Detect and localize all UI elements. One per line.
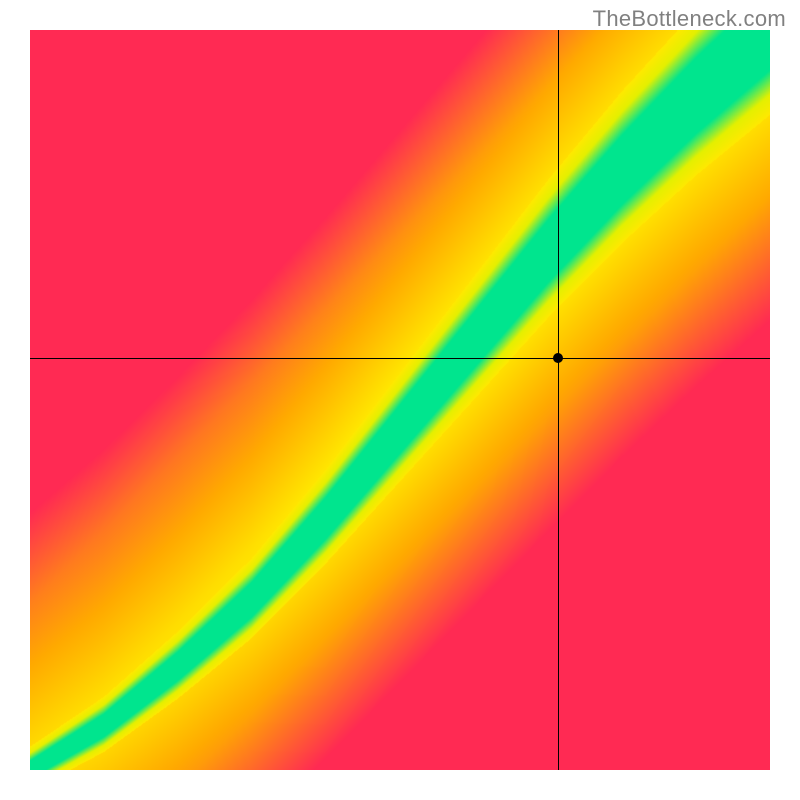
source-watermark: TheBottleneck.com xyxy=(593,6,786,32)
chart-container: TheBottleneck.com xyxy=(0,0,800,800)
crosshair-horizontal xyxy=(30,358,770,359)
crosshair-vertical xyxy=(558,30,559,770)
bottleneck-heatmap-canvas xyxy=(30,30,770,770)
selected-point-marker xyxy=(553,353,563,363)
